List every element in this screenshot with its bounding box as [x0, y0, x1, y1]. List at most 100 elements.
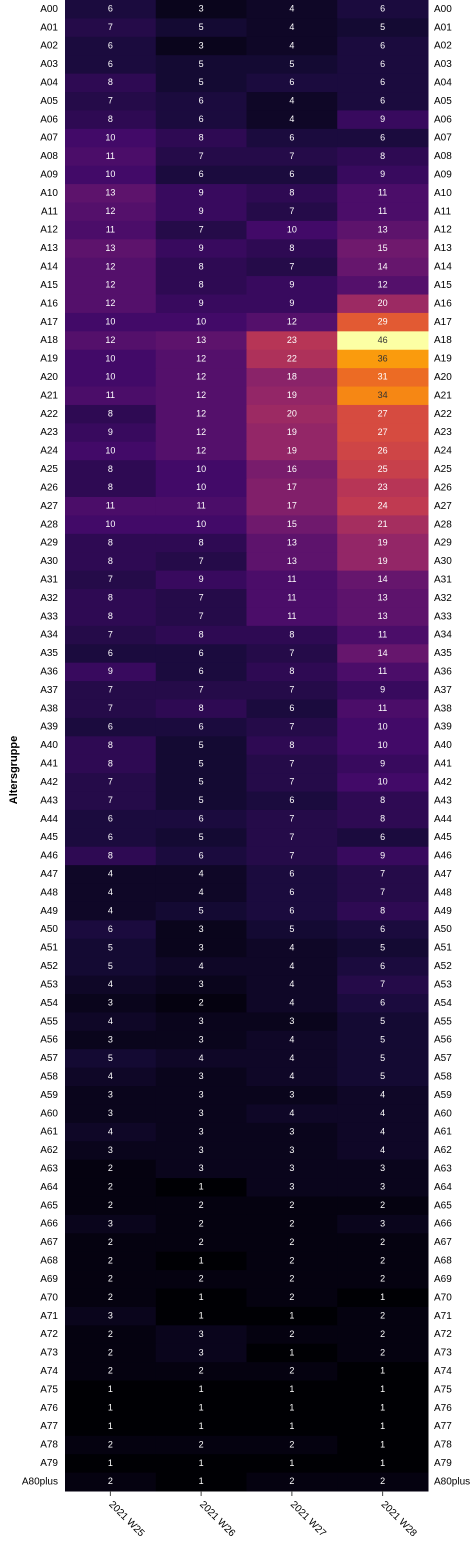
cell-label: 15 [378, 243, 388, 253]
cell-label: 1 [199, 1182, 204, 1192]
y-tick-label: A11 [41, 206, 58, 217]
y-tick-label: A34 [40, 630, 58, 641]
cell-label: 8 [199, 629, 204, 639]
cell-label: 11 [287, 611, 296, 621]
heat-cell [246, 1233, 338, 1253]
heat-cell [337, 1380, 429, 1400]
cell-label: 9 [108, 427, 113, 437]
cell-label: 6 [380, 59, 385, 69]
heat-cell [65, 276, 157, 296]
y-tick-label-right: A79 [434, 1458, 452, 1469]
cell-label: 1 [199, 1292, 204, 1302]
y-tick-label-right: A63 [434, 1164, 452, 1175]
y-tick-label: A54 [40, 998, 58, 1009]
heat-cell [155, 699, 247, 719]
cell-label: 19 [287, 390, 297, 400]
cell-label: 22 [287, 353, 297, 363]
y-tick-label-right: A31 [434, 574, 452, 585]
heat-cell [246, 368, 338, 388]
y-tick-label: A13 [40, 243, 58, 254]
cell-label: 7 [289, 206, 294, 216]
cell-label: 7 [108, 777, 113, 787]
cell-label: 10 [196, 482, 206, 492]
cell-label: 1 [199, 1421, 204, 1431]
heat-cell [337, 754, 429, 774]
cell-label: 3 [289, 1126, 294, 1136]
heat-cell [246, 1398, 338, 1418]
cell-label: 1 [380, 1421, 385, 1431]
heat-cell [155, 736, 247, 756]
cell-label: 8 [108, 758, 113, 768]
cell-label: 6 [108, 924, 113, 934]
heat-cell [155, 423, 247, 443]
heat-cell [337, 441, 429, 461]
heat-cell [155, 1214, 247, 1234]
cell-label: 6 [380, 924, 385, 934]
cell-label: 5 [108, 961, 113, 971]
heat-cell [246, 607, 338, 627]
y-tick-label-right: A30 [434, 556, 452, 567]
heat-cell [337, 1270, 429, 1290]
heat-cell [155, 312, 247, 332]
cell-label: 5 [289, 924, 294, 934]
cell-label: 7 [289, 850, 294, 860]
cell-label: 6 [199, 169, 204, 179]
cell-label: 9 [380, 850, 385, 860]
cell-label: 3 [289, 1145, 294, 1155]
cell-label: 5 [380, 942, 385, 952]
heat-cell [246, 791, 338, 811]
heat-cell [337, 202, 429, 222]
heat-cell [65, 1325, 157, 1345]
cell-label: 2 [289, 1274, 294, 1284]
heat-cell [155, 515, 247, 535]
y-tick-label: A22 [40, 409, 58, 420]
heat-cell [65, 717, 157, 737]
heat-cell [337, 460, 429, 480]
heat-cell [155, 1104, 247, 1124]
cell-label: 10 [196, 317, 206, 327]
y-tick-label: A50 [40, 924, 58, 935]
y-tick-label: A78 [40, 1440, 58, 1451]
cell-label: 1 [380, 1292, 385, 1302]
y-tick-label-right: A68 [434, 1256, 452, 1267]
cell-label: 6 [108, 648, 113, 658]
cell-label: 4 [108, 887, 113, 897]
heat-cell [65, 515, 157, 535]
heat-cell [155, 257, 247, 277]
heat-cell [246, 994, 338, 1013]
cell-label: 27 [378, 409, 388, 419]
cell-label: 10 [105, 317, 115, 327]
y-tick-label: A51 [40, 943, 58, 954]
y-tick-label-right: A33 [434, 611, 452, 622]
y-tick-label-right: A46 [434, 851, 452, 862]
cell-label: 1 [289, 1311, 294, 1321]
y-tick-label: A59 [40, 1090, 58, 1101]
cell-label: 5 [380, 1034, 385, 1044]
heat-cell [155, 1380, 247, 1400]
heat-cell [155, 975, 247, 995]
heat-cell [337, 349, 429, 369]
heat-cell [246, 1306, 338, 1326]
heat-cell [65, 0, 157, 19]
y-tick-label: A00 [40, 4, 58, 15]
cell-label: 4 [108, 1126, 113, 1136]
heat-cell [155, 441, 247, 461]
y-tick-label-right: A28 [434, 519, 452, 530]
heat-cell [337, 1325, 429, 1345]
cell-label: 5 [199, 59, 204, 69]
y-tick-label: A61 [40, 1127, 58, 1138]
heat-cell [246, 515, 338, 535]
heat-cell [337, 18, 429, 38]
heat-cell [337, 1417, 429, 1437]
cell-label: 3 [199, 4, 204, 14]
heat-cell [65, 1362, 157, 1382]
y-tick-label: A37 [40, 685, 58, 696]
heat-cell [337, 552, 429, 572]
heat-cell [246, 349, 338, 369]
cell-label: 9 [380, 758, 385, 768]
heat-cell [246, 1086, 338, 1105]
cell-label: 8 [108, 593, 113, 603]
cell-label: 3 [108, 1090, 113, 1100]
heat-cell [155, 901, 247, 921]
cell-label: 5 [199, 777, 204, 787]
